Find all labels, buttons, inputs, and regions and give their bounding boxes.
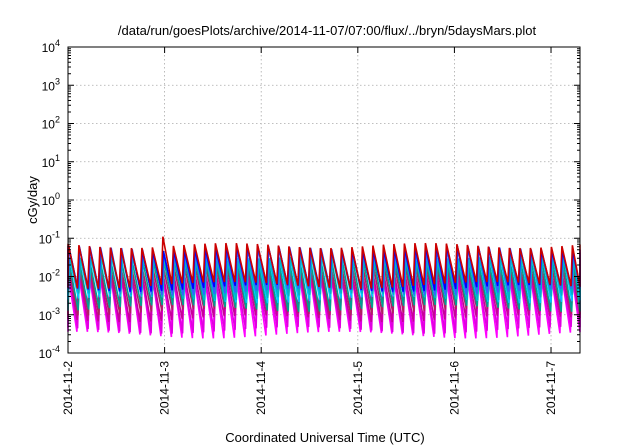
x-tick-label: 2014-11-6 bbox=[447, 361, 461, 415]
x-tick-labels: 2014-11-2 2014-11-3 2014-11-4 2014-11-5 2014… bbox=[61, 361, 558, 415]
y-tick-label: 10-1 bbox=[39, 229, 60, 246]
ticks bbox=[67, 46, 580, 354]
y-tick-label: 10-4 bbox=[39, 344, 60, 361]
y-tick-label: 10-3 bbox=[39, 306, 60, 323]
y-tick-label: 103 bbox=[42, 76, 60, 93]
y-tick-label: 104 bbox=[42, 38, 60, 55]
y-tick-label: 10-2 bbox=[39, 268, 60, 285]
chart-title: /data/run/goesPlots/archive/2014-11-07/0… bbox=[118, 23, 537, 38]
x-axis-label: Coordinated Universal Time (UTC) bbox=[225, 430, 424, 445]
y-tick-label: 102 bbox=[42, 115, 60, 132]
x-tick-label: 2014-11-2 bbox=[61, 361, 75, 415]
x-tick-label: 2014-11-5 bbox=[351, 361, 365, 415]
x-tick-label: 2014-11-4 bbox=[254, 361, 268, 415]
series-line bbox=[67, 236, 581, 289]
y-axis-label: cGy/day bbox=[25, 176, 40, 224]
y-tick-labels: 10-4 10-3 10-2 10-1 100 101 102 103 104 bbox=[39, 38, 60, 361]
y-tick-label: 101 bbox=[42, 153, 60, 170]
x-tick-label: 2014-11-7 bbox=[544, 361, 558, 415]
x-tick-label: 2014-11-3 bbox=[158, 361, 172, 415]
series-layer bbox=[67, 236, 581, 339]
y-tick-label: 100 bbox=[42, 191, 60, 208]
